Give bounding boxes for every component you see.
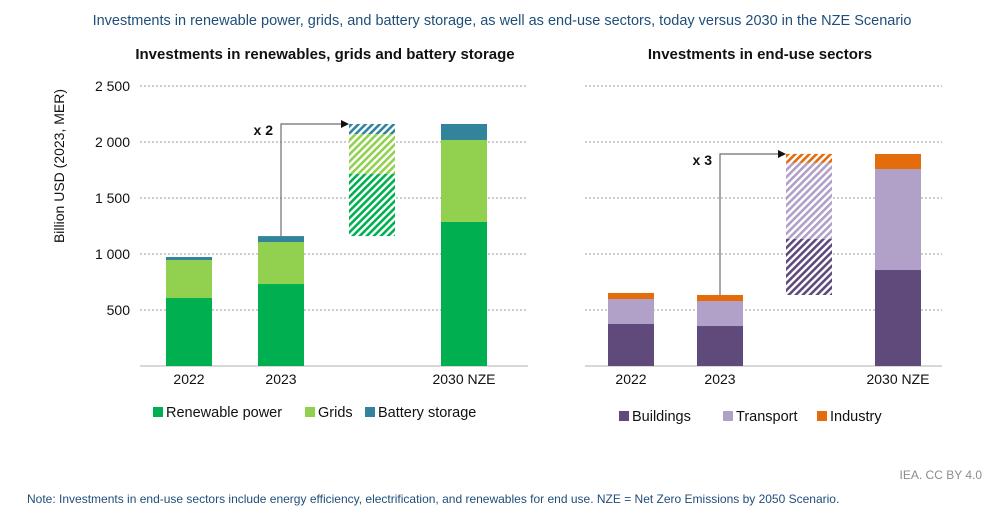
arrow-head [778, 149, 786, 158]
growth-multiplier-label: x 2 [254, 122, 274, 138]
bar-transport [697, 301, 743, 327]
legend-label: Renewable power [166, 405, 282, 421]
y-tick-label: 1 000 [95, 246, 130, 262]
legend-swatch [365, 407, 375, 417]
y-tick-label: 1 500 [95, 190, 130, 206]
hatched-transport [786, 162, 832, 239]
bar-industry [697, 294, 743, 302]
y-tick-label: 2 500 [95, 78, 130, 94]
growth-multiplier-label: x 3 [693, 152, 713, 168]
note: Note: Investments in end-use sectors inc… [27, 492, 840, 506]
hatched-renewable-power [349, 174, 395, 237]
x-tick-label: 2022 [173, 371, 204, 387]
hatched-industry [786, 153, 832, 163]
x-tick-label: 2030 NZE [866, 371, 929, 387]
bar-renewable-power [166, 298, 212, 366]
bar-transport [608, 299, 654, 324]
bar-renewable-power [258, 284, 304, 366]
x-tick-label: 2022 [615, 371, 646, 387]
legend-swatch [817, 411, 827, 421]
bar-buildings [608, 324, 654, 366]
growth-arrow [719, 153, 779, 295]
bar-renewable-power [441, 221, 487, 366]
bar-transport [875, 168, 921, 271]
bar-grids [166, 260, 212, 299]
right-chart-title: Investments in end-use sectors [647, 46, 873, 63]
growth-arrow [280, 123, 342, 237]
bar-battery-storage [441, 123, 487, 140]
bar-grids [258, 242, 304, 285]
legend-label: Battery storage [378, 405, 476, 421]
y-tick-label: 500 [107, 302, 131, 318]
legend-swatch [305, 407, 315, 417]
arrow-head [341, 119, 349, 128]
legend-label: Industry [830, 409, 882, 425]
left-chart-title: Investments in renewables, grids and bat… [135, 46, 515, 63]
bar-buildings [697, 326, 743, 366]
legend-swatch [723, 411, 733, 421]
bar-battery-storage [258, 236, 304, 243]
figure-title: Investments in renewable power, grids, a… [92, 13, 912, 29]
y-tick-label: 2 000 [95, 134, 130, 150]
bar-industry [608, 292, 654, 300]
bar-buildings [875, 270, 921, 366]
bar-grids [441, 139, 487, 222]
hatched-battery-storage [349, 123, 395, 135]
x-tick-label: 2030 NZE [432, 371, 495, 387]
x-tick-label: 2023 [704, 371, 735, 387]
legend-label: Buildings [632, 409, 691, 425]
legend-label: Transport [736, 409, 798, 425]
legend-swatch [619, 411, 629, 421]
x-tick-label: 2023 [265, 371, 296, 387]
hatched-buildings [786, 238, 832, 295]
bar-industry [875, 153, 921, 169]
hatched-grids [349, 134, 395, 175]
credit: IEA. CC BY 4.0 [899, 468, 982, 482]
legend-label: Grids [318, 405, 353, 421]
legend-swatch [153, 407, 163, 417]
bar-battery-storage [166, 257, 212, 261]
